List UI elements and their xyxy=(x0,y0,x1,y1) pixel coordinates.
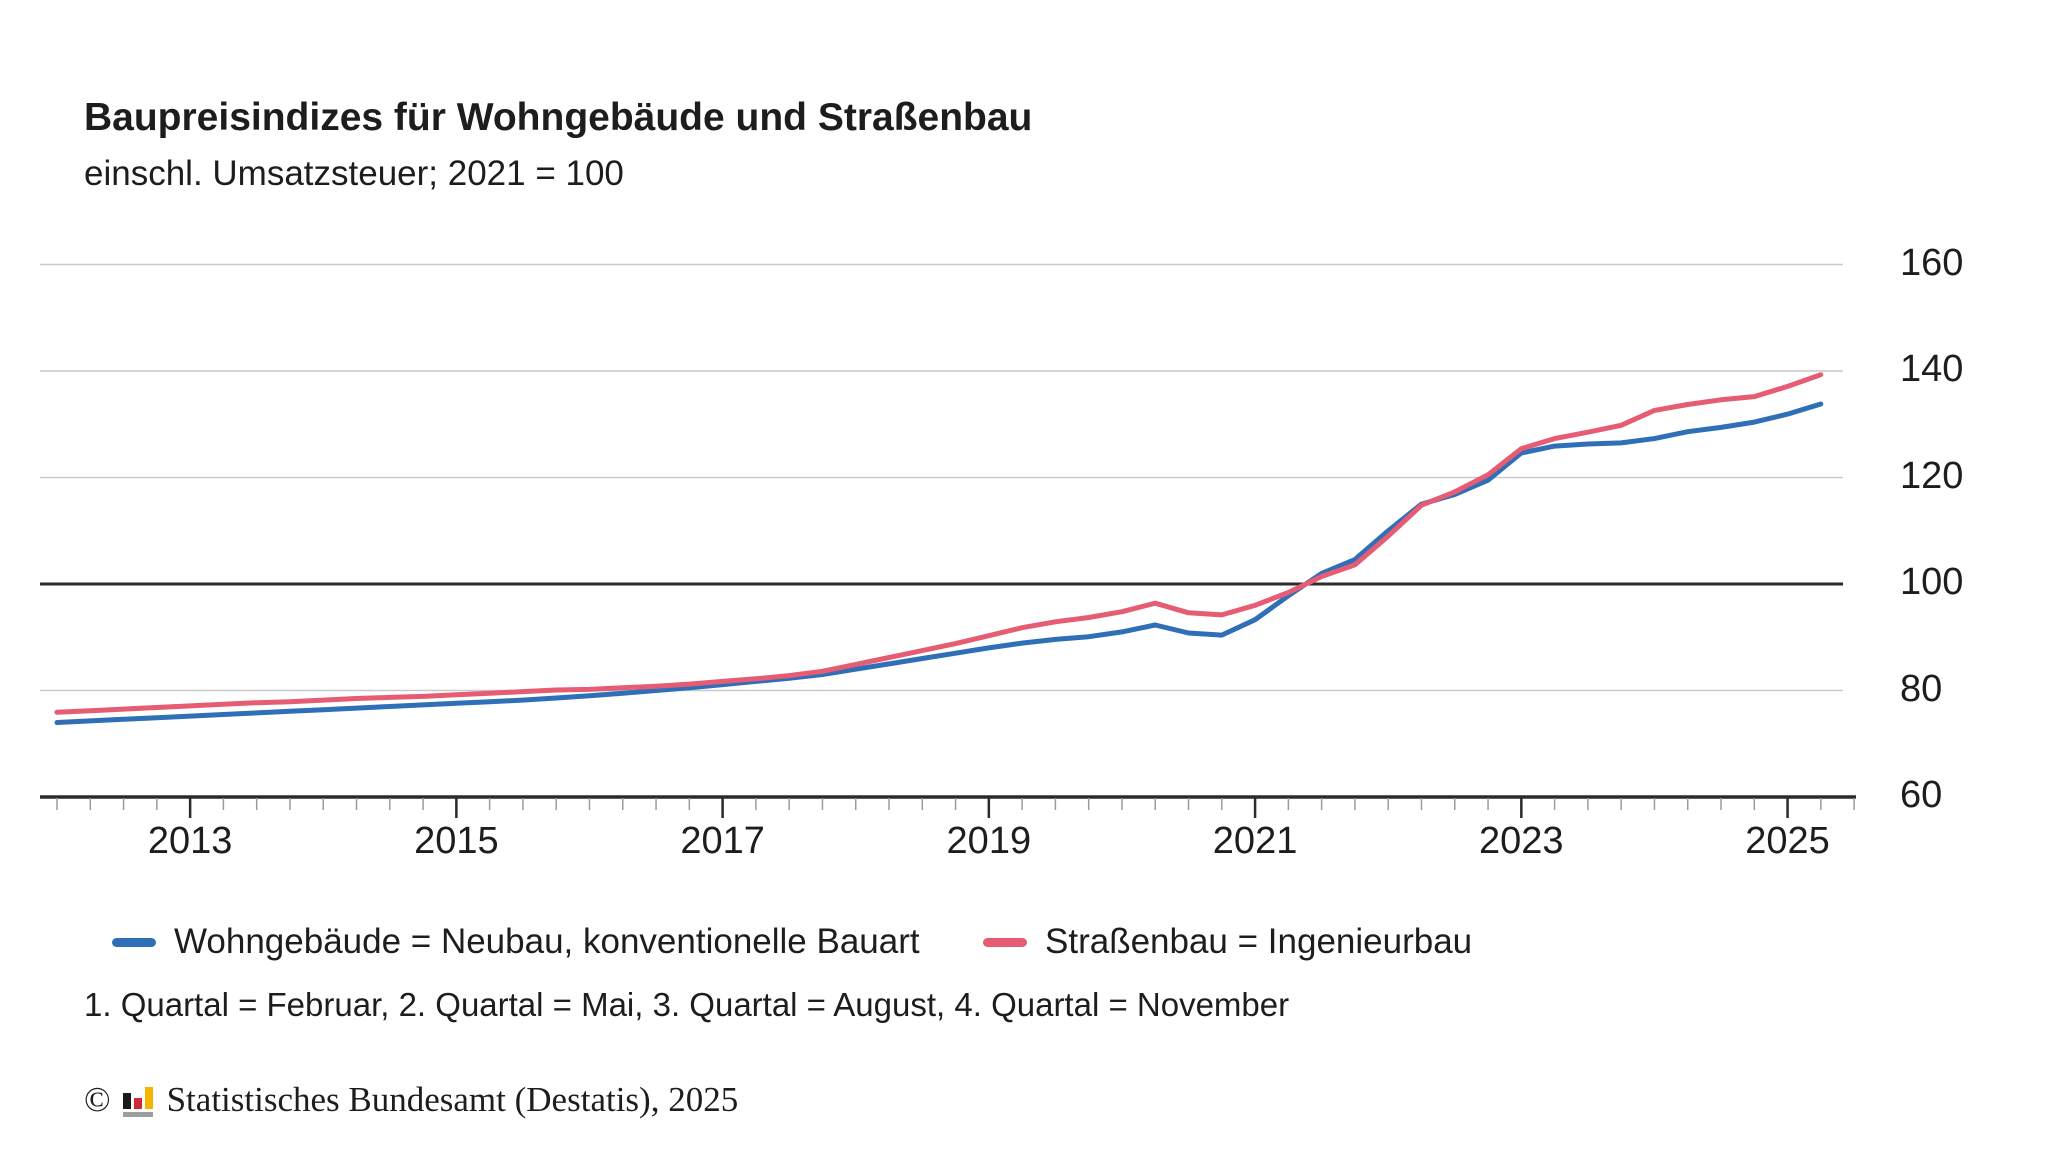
y-axis-label-100: 100 xyxy=(1900,561,1964,603)
wohngebaeude-line-swatch-icon xyxy=(112,937,156,947)
series-line-strassenbau[interactable] xyxy=(54,372,1824,715)
x-axis-label-2025: 2025 xyxy=(1745,820,1830,862)
source-line: © Statistisches Bundesamt (Destatis), 20… xyxy=(84,1080,738,1120)
y-axis-label-120: 120 xyxy=(1900,454,1964,497)
x-axis-label-2015: 2015 xyxy=(414,820,499,862)
chart-title: Baupreisindizes für Wohngebäude und Stra… xyxy=(84,96,1033,139)
x-axis-label-2021: 2021 xyxy=(1212,820,1298,862)
y-axis-label-60: 60 xyxy=(1900,774,1943,816)
chart-subtitle: einschl. Umsatzsteuer; 2021 = 100 xyxy=(84,154,624,193)
y-axis-label-140: 140 xyxy=(1900,348,1964,390)
y-axis-label-80: 80 xyxy=(1900,667,1943,710)
copyright-symbol: © xyxy=(84,1080,111,1119)
x-axis-label-2019: 2019 xyxy=(946,820,1032,862)
y-axis-label-160: 160 xyxy=(1900,241,1964,284)
legend-item-wohngebaeude[interactable]: Wohngebäude = Neubau, konventionelle Bau… xyxy=(112,916,920,968)
strassenbau-line-swatch-icon xyxy=(983,937,1027,947)
logo-bar-black xyxy=(122,1093,131,1109)
legend: Wohngebäude = Neubau, konventionelle Bau… xyxy=(0,916,2048,968)
x-axis-label-2013: 2013 xyxy=(147,820,233,862)
legend-item-strassenbau[interactable]: Straßenbau = Ingenieurbau xyxy=(983,916,1472,968)
logo-bar-gold xyxy=(144,1087,153,1109)
legend-label-wohngebaeude: Wohngebäude = Neubau, konventionelle Bau… xyxy=(174,922,920,961)
destatis-bar-chart-logo-icon xyxy=(122,1083,153,1117)
quarter-definition-footnote: 1. Quartal = Februar, 2. Quartal = Mai, … xyxy=(84,986,1290,1023)
legend-label-strassenbau: Straßenbau = Ingenieurbau xyxy=(1045,922,1473,961)
x-axis-label-2023: 2023 xyxy=(1479,820,1564,862)
source-text: Statistisches Bundesamt (Destatis), 2025 xyxy=(166,1080,739,1119)
series-line-wohngebaeude[interactable] xyxy=(54,401,1824,725)
logo-base-bar xyxy=(122,1112,153,1117)
logo-bar-red xyxy=(133,1098,142,1109)
x-axis-label-2017: 2017 xyxy=(680,820,765,862)
